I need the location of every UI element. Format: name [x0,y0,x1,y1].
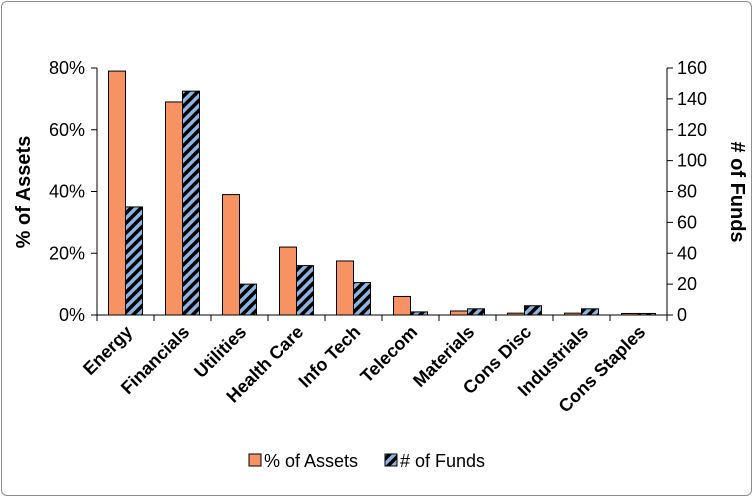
bar-assets-telecom [393,295,411,316]
legend-swatch-assets [248,453,262,467]
y2-tick-label: 0 [677,305,687,325]
axes-group [91,67,673,321]
y2-tick-label: 140 [677,89,707,109]
y2-tick-label: 40 [677,243,697,263]
y-tick-label: 40% [49,182,85,202]
bar-funds-materials [467,308,485,316]
y-tick-label: 60% [49,120,85,140]
x-tick-label-info-tech: Info Tech [295,322,365,392]
y2-tick-label: 60 [677,212,697,232]
bar-assets-materials [450,310,468,316]
bar-assets-energy [108,70,126,316]
bar-funds-cons-disc [524,305,542,316]
y-tick-label: 0% [59,305,85,325]
y2-tick-label: 120 [677,120,707,140]
y2-axis-title: # of Funds [726,141,748,242]
bar-funds-energy [125,206,143,316]
y2-tick-label: 100 [677,151,707,171]
bar-funds-info-tech [353,282,371,316]
bar-assets-health-care [279,246,297,316]
y2-tick-label: 80 [677,182,697,202]
bars-group [108,70,656,316]
y-tick-label: 80% [49,58,85,78]
legend-label-assets: % of Assets [264,451,358,471]
bar-funds-utilities [239,283,257,316]
bar-funds-financials [182,90,200,316]
bar-funds-industrials [581,308,599,316]
bar-assets-financials [165,101,183,316]
y2-tick-label: 20 [677,274,697,294]
bar-assets-utilities [222,194,240,316]
bar-assets-info-tech [336,260,354,316]
legend-label-funds: # of Funds [400,451,485,471]
legend-swatch-funds [384,453,398,467]
y-tick-label: 20% [49,243,85,263]
y-axis-title: % of Assets [13,136,35,249]
bar-funds-health-care [296,265,314,316]
legend: % of Assets # of Funds [248,451,485,471]
y2-tick-label: 160 [677,58,707,78]
x-tick-label-energy: Energy [79,322,136,379]
